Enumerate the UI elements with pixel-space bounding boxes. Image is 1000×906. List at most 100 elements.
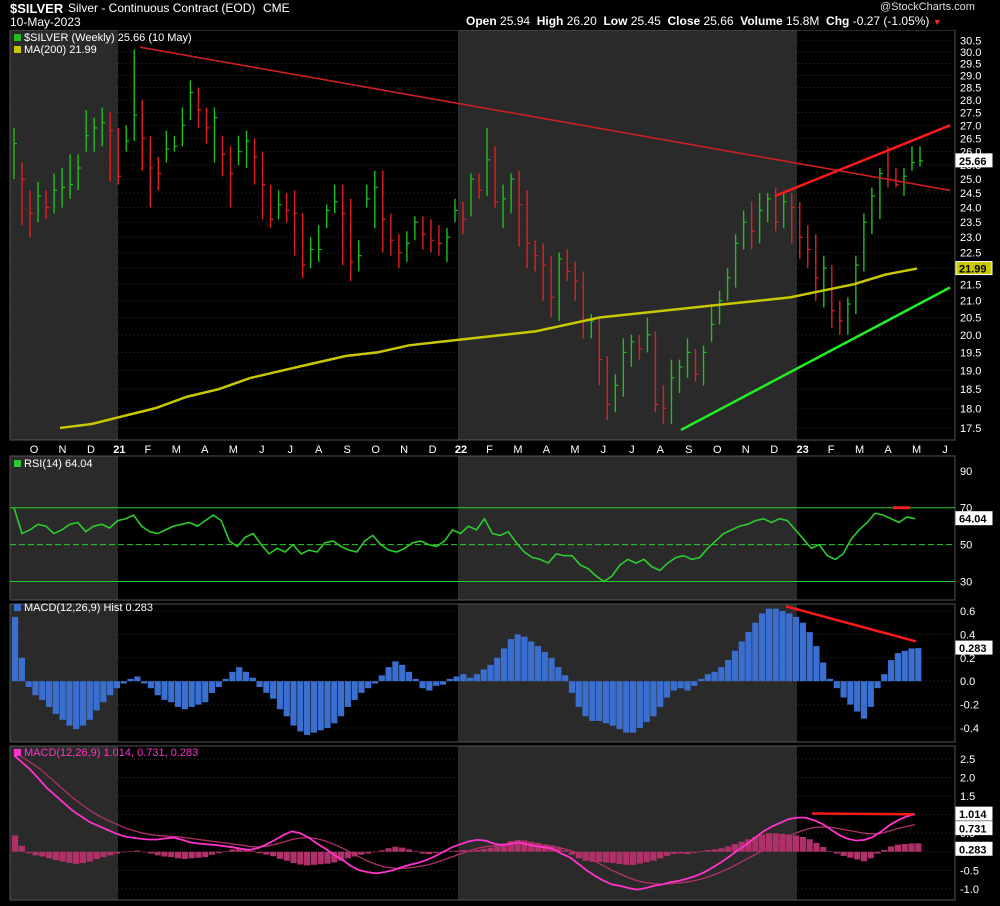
macd-hist-bar bbox=[826, 851, 834, 852]
exchange: CME bbox=[263, 1, 290, 15]
price-tick-label: 30.0 bbox=[960, 47, 981, 59]
macd-hist-bar bbox=[419, 851, 426, 854]
macd-hist-bar bbox=[249, 850, 256, 852]
hist-bar bbox=[779, 611, 786, 682]
month-tick-label: A bbox=[543, 444, 551, 456]
macd-hist-bar bbox=[704, 849, 711, 852]
legend-label: MA(200) 21.99 bbox=[24, 44, 97, 56]
macd-hist-bar bbox=[79, 851, 87, 864]
hist-bar bbox=[127, 678, 134, 682]
month-tick-label: O bbox=[713, 444, 722, 456]
hist-bar bbox=[215, 681, 222, 688]
hist-bar bbox=[249, 677, 256, 682]
chg-value: -0.27 (-1.05%) bbox=[852, 14, 930, 28]
hist-bar bbox=[222, 678, 229, 682]
hist-bar bbox=[555, 667, 562, 682]
macd-hist-bar bbox=[854, 851, 861, 860]
hist-bar bbox=[344, 681, 351, 707]
hist-bar bbox=[371, 681, 379, 684]
macd-hist-tag: 0.283 bbox=[959, 844, 987, 856]
year-shade-band bbox=[458, 30, 797, 440]
macd-hist-bar bbox=[602, 851, 610, 863]
hist-bar bbox=[331, 681, 338, 724]
macd-hist-bar bbox=[799, 836, 806, 852]
price-tick-label: 30.5 bbox=[960, 35, 981, 47]
open-value: 25.94 bbox=[500, 14, 531, 28]
hist-bar bbox=[901, 650, 908, 682]
hist-bar bbox=[107, 681, 114, 696]
macd-hist-bar bbox=[684, 851, 691, 855]
hist-bar bbox=[188, 681, 195, 707]
hist-bar bbox=[820, 662, 827, 682]
macd-hist-bar bbox=[779, 833, 786, 852]
hist-bar bbox=[725, 660, 732, 682]
legend-swatch bbox=[14, 604, 21, 611]
price-tick-label: 24.5 bbox=[960, 188, 981, 200]
watermark: @StockCharts.com bbox=[880, 1, 975, 13]
macd-hist-bar bbox=[134, 850, 141, 852]
hist-bar bbox=[419, 681, 426, 689]
macd-hist-bar bbox=[100, 851, 107, 858]
ma200-tag: 21.99 bbox=[959, 264, 987, 276]
macd-hist-bar bbox=[39, 851, 46, 857]
hist-bar bbox=[582, 681, 589, 717]
macd-hist-bar bbox=[555, 848, 562, 852]
macd-tick-label: -1.0 bbox=[960, 884, 979, 896]
month-tick-label: F bbox=[486, 444, 493, 456]
hist-bar bbox=[718, 667, 725, 682]
macd-hist-bar bbox=[888, 846, 895, 852]
macd-hist-bar bbox=[141, 851, 148, 853]
ohlc-readout: Open 25.94 High 26.20 Low 25.45 Close 25… bbox=[466, 14, 942, 28]
hist-bar bbox=[433, 681, 440, 686]
price-tick-label: 26.5 bbox=[960, 133, 981, 145]
hist-bar bbox=[25, 681, 32, 688]
close-label: Close bbox=[667, 14, 701, 28]
month-tick-label: N bbox=[58, 444, 66, 456]
macd-tick-label: 1.5 bbox=[960, 791, 975, 803]
hist-bar bbox=[568, 681, 576, 693]
legend-label: MACD(12,26,9) Hist 0.283 bbox=[24, 602, 153, 614]
macd-hist-bar bbox=[616, 851, 623, 864]
support-trendline bbox=[680, 286, 951, 432]
legend-label: MACD(12,26,9) 1.014, 0.731, 0.283 bbox=[24, 747, 198, 759]
macd-hist-bar bbox=[73, 851, 80, 864]
macd-hist-bar bbox=[731, 844, 739, 852]
hist-bar bbox=[663, 681, 671, 698]
month-tick-label: M bbox=[570, 444, 579, 456]
hist-bar bbox=[548, 657, 555, 682]
hist-bar bbox=[629, 681, 637, 733]
macd-hist-bar bbox=[229, 849, 236, 852]
macd-hist-bar bbox=[236, 848, 243, 852]
hist-bar bbox=[636, 681, 643, 728]
signal-tag: 0.731 bbox=[959, 824, 987, 836]
hist-tick-label: 0.0 bbox=[960, 676, 975, 688]
macd-hist-bar bbox=[860, 851, 868, 862]
panel-frame bbox=[9, 603, 956, 743]
month-tick-label: J bbox=[259, 444, 265, 456]
macd-hist-bar bbox=[93, 851, 100, 860]
hist-bar bbox=[18, 657, 25, 682]
hist-bar bbox=[589, 681, 596, 721]
hist-bar bbox=[643, 681, 650, 723]
year-shade-band bbox=[458, 456, 797, 600]
hist-bar bbox=[467, 677, 474, 682]
hist-tick-label: -0.4 bbox=[960, 723, 979, 735]
price-tick-label: 29.5 bbox=[960, 59, 981, 71]
hist-bar bbox=[623, 681, 630, 733]
price-tick-label: 27.0 bbox=[960, 120, 981, 132]
grid-layer bbox=[10, 39, 955, 890]
macd-hist-bar bbox=[276, 851, 284, 859]
macd-hist-bar bbox=[494, 845, 501, 852]
macd-hist-bar bbox=[908, 843, 915, 852]
macd-hist-bar bbox=[697, 851, 705, 852]
hist-bar bbox=[616, 681, 623, 730]
macd-signal-line bbox=[13, 751, 916, 885]
close-value: 25.66 bbox=[703, 14, 734, 28]
hist-last-tag: 0.283 bbox=[959, 643, 987, 655]
hist-bar bbox=[93, 681, 100, 711]
macd-hist-bar bbox=[181, 851, 188, 859]
macd-hist-bar bbox=[820, 847, 827, 852]
macd-hist-bar bbox=[32, 851, 39, 856]
rsi-last-tag-bg bbox=[955, 511, 993, 526]
